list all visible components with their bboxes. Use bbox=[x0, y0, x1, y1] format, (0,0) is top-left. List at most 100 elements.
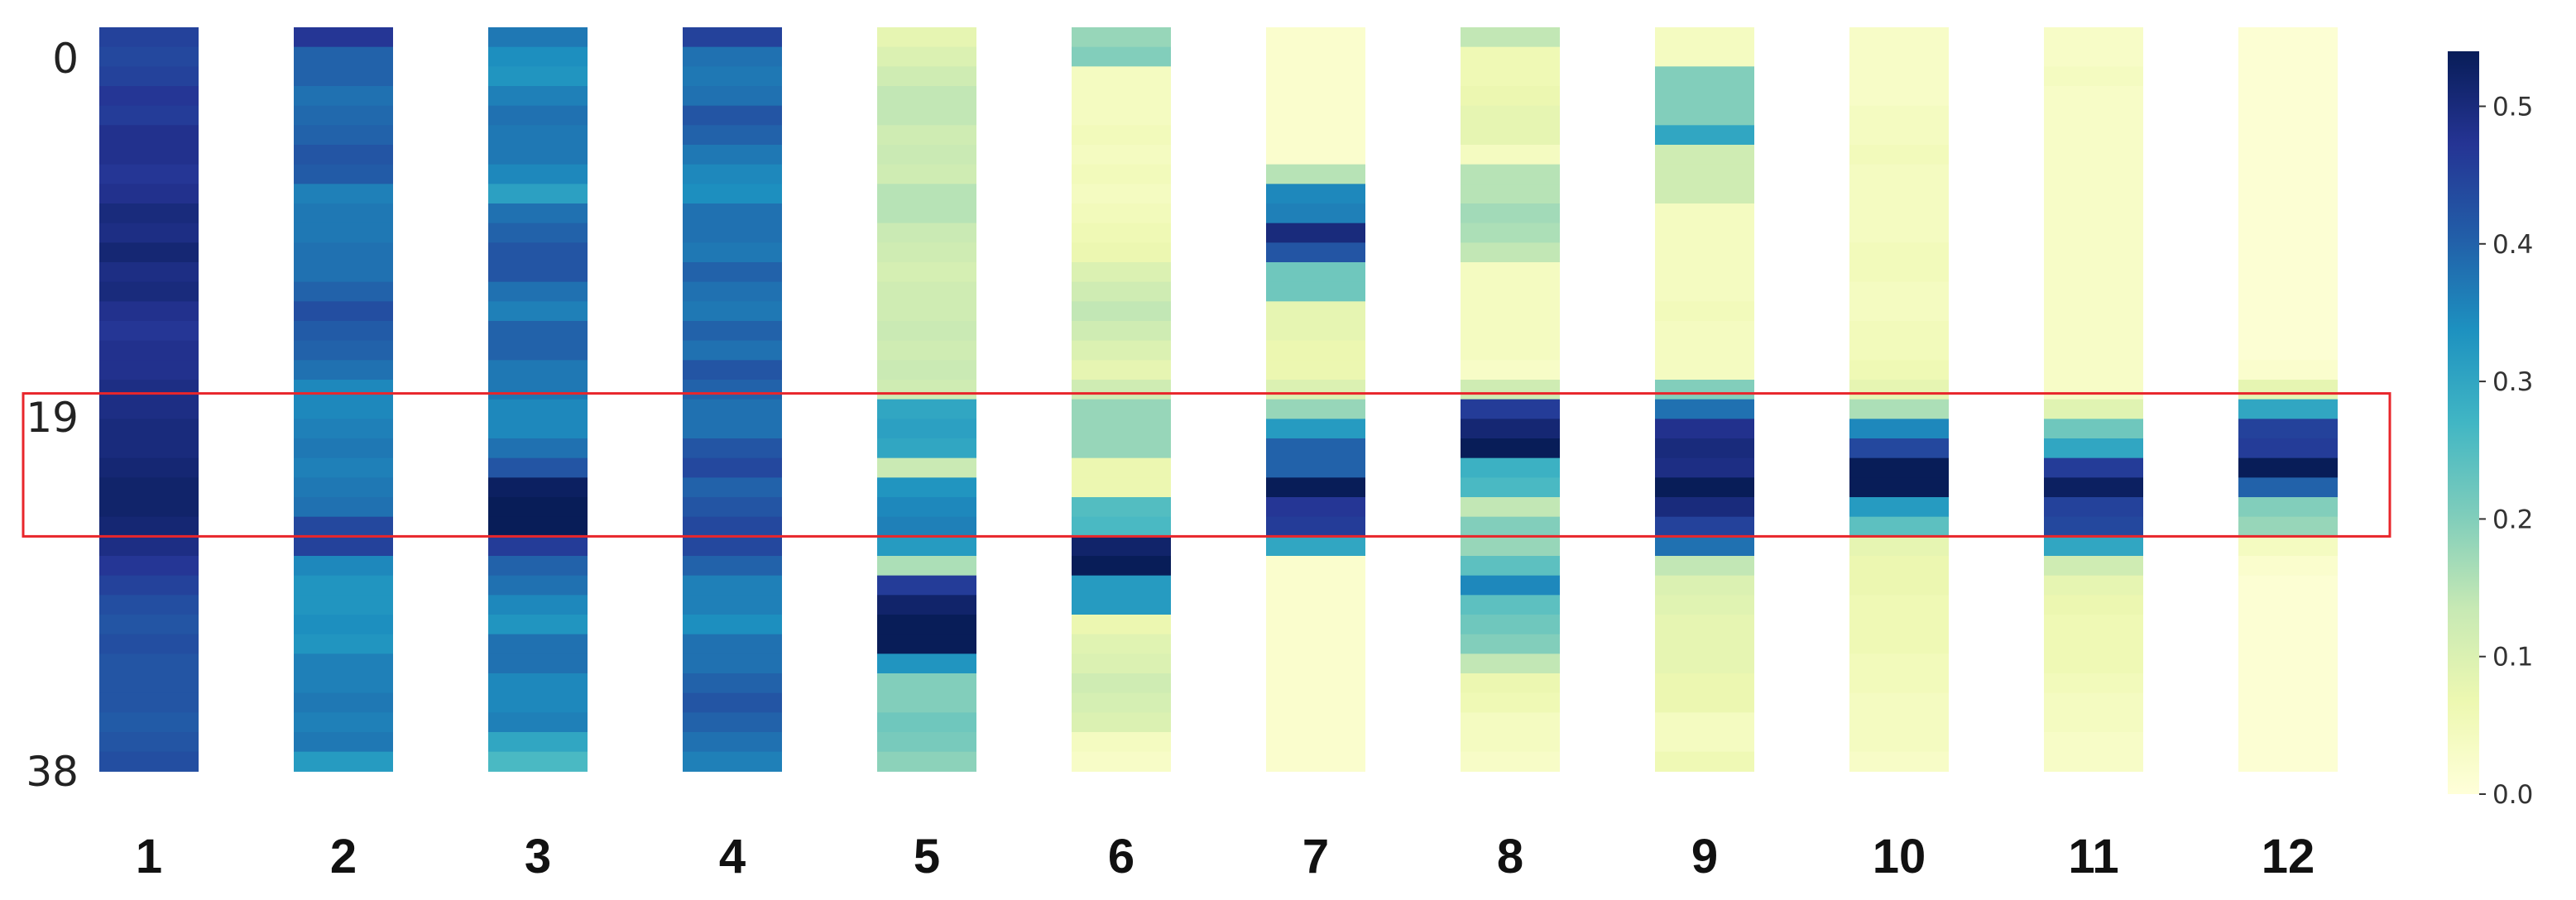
heatmap-cell bbox=[683, 399, 782, 419]
heatmap-cell bbox=[99, 46, 199, 67]
heatmap-cell bbox=[99, 477, 199, 498]
heatmap-cell bbox=[683, 751, 782, 772]
heatmap-cell bbox=[1461, 457, 1560, 478]
heatmap-cell bbox=[1849, 125, 1949, 146]
heatmap-cell bbox=[683, 86, 782, 107]
heatmap-cell bbox=[2044, 712, 2143, 733]
heatmap-cell bbox=[877, 242, 976, 263]
heatmap-cell bbox=[99, 457, 199, 478]
heatmap-cell bbox=[1849, 360, 1949, 381]
heatmap-cell bbox=[683, 477, 782, 498]
x-tick-label: 7 bbox=[1302, 830, 1329, 883]
heatmap-cell bbox=[1655, 732, 1754, 753]
heatmap-cell bbox=[683, 262, 782, 283]
heatmap-cell bbox=[488, 673, 588, 694]
heatmap-cell bbox=[2238, 86, 2338, 107]
heatmap-cell bbox=[877, 438, 976, 459]
heatmap-cell bbox=[683, 615, 782, 635]
heatmap-cell bbox=[1849, 615, 1949, 635]
heatmap-cell bbox=[2238, 66, 2338, 87]
heatmap-cell bbox=[2044, 281, 2143, 302]
heatmap-cell bbox=[1461, 595, 1560, 615]
heatmap-cell bbox=[1655, 751, 1754, 772]
heatmap-cell bbox=[877, 634, 976, 654]
heatmap-cell bbox=[683, 301, 782, 322]
heatmap-cell bbox=[1266, 340, 1365, 361]
heatmap-cell bbox=[2238, 203, 2338, 224]
heatmap-cell bbox=[99, 281, 199, 302]
heatmap-cell bbox=[2238, 105, 2338, 126]
heatmap-cell bbox=[1655, 86, 1754, 107]
heatmap-cell bbox=[1655, 497, 1754, 518]
heatmap-cell bbox=[683, 242, 782, 263]
colorbar-tick-label: 0.5 bbox=[2492, 93, 2533, 122]
heatmap-cell bbox=[1266, 575, 1365, 596]
heatmap-cell bbox=[1849, 497, 1949, 518]
heatmap-cell bbox=[294, 712, 393, 733]
heatmap-column-3 bbox=[488, 27, 588, 772]
heatmap-cell bbox=[99, 105, 199, 126]
heatmap-cell bbox=[294, 732, 393, 753]
heatmap-cell bbox=[1072, 281, 1171, 302]
heatmap-cell bbox=[99, 692, 199, 713]
heatmap-cell bbox=[1849, 301, 1949, 322]
heatmap-cell bbox=[1461, 340, 1560, 361]
heatmap-cell bbox=[683, 536, 782, 557]
heatmap-cell bbox=[488, 477, 588, 498]
heatmap-cell bbox=[2044, 497, 2143, 518]
x-tick-label: 12 bbox=[2262, 830, 2315, 883]
heatmap-cell bbox=[2044, 615, 2143, 635]
heatmap-cell bbox=[1266, 301, 1365, 322]
heatmap-cell bbox=[488, 223, 588, 243]
heatmap-cell bbox=[1266, 46, 1365, 67]
heatmap-cell bbox=[1849, 340, 1949, 361]
heatmap-cell bbox=[1266, 653, 1365, 674]
heatmap-cell bbox=[1655, 321, 1754, 342]
heatmap-cell bbox=[1655, 27, 1754, 48]
heatmap-cell bbox=[2238, 595, 2338, 615]
heatmap-cell bbox=[1266, 634, 1365, 654]
x-tick-label: 2 bbox=[330, 830, 357, 883]
heatmap-cell bbox=[1461, 575, 1560, 596]
heatmap-cell bbox=[1072, 164, 1171, 184]
heatmap-cell bbox=[1655, 673, 1754, 694]
heatmap-cell bbox=[1266, 457, 1365, 478]
heatmap-cell bbox=[2044, 575, 2143, 596]
heatmap-cell bbox=[2044, 732, 2143, 753]
heatmap-cell bbox=[1655, 105, 1754, 126]
heatmap-cell bbox=[1461, 164, 1560, 184]
heatmap-cell bbox=[294, 340, 393, 361]
heatmap-cell bbox=[683, 380, 782, 400]
heatmap-cell bbox=[488, 203, 588, 224]
heatmap-cell bbox=[1072, 673, 1171, 694]
heatmap-cell bbox=[488, 692, 588, 713]
heatmap-cell bbox=[2044, 634, 2143, 654]
heatmap-cell bbox=[1849, 673, 1949, 694]
heatmap-cell bbox=[683, 732, 782, 753]
heatmap-cell bbox=[1072, 457, 1171, 478]
heatmap-cell bbox=[1266, 732, 1365, 753]
heatmap-cell bbox=[1072, 575, 1171, 596]
heatmap-cell bbox=[1461, 203, 1560, 224]
heatmap-cell bbox=[488, 615, 588, 635]
heatmap-cell bbox=[877, 615, 976, 635]
heatmap-cell bbox=[2044, 457, 2143, 478]
heatmap-cell bbox=[877, 86, 976, 107]
heatmap-cell bbox=[1655, 653, 1754, 674]
heatmap-cell bbox=[1655, 477, 1754, 498]
heatmap-cell bbox=[488, 634, 588, 654]
heatmap-cell bbox=[488, 184, 588, 204]
heatmap-cell bbox=[488, 145, 588, 165]
heatmap-cell bbox=[2044, 751, 2143, 772]
heatmap-cell bbox=[1461, 673, 1560, 694]
heatmap-cell bbox=[488, 164, 588, 184]
heatmap-cell bbox=[877, 321, 976, 342]
heatmap-cell bbox=[683, 46, 782, 67]
heatmap-cell bbox=[1072, 27, 1171, 48]
heatmap-cell bbox=[1461, 477, 1560, 498]
heatmap-cell bbox=[2044, 653, 2143, 674]
heatmap-cell bbox=[2044, 321, 2143, 342]
heatmap-cell bbox=[877, 575, 976, 596]
heatmap-cell bbox=[1266, 242, 1365, 263]
heatmap-cells bbox=[99, 27, 2338, 772]
